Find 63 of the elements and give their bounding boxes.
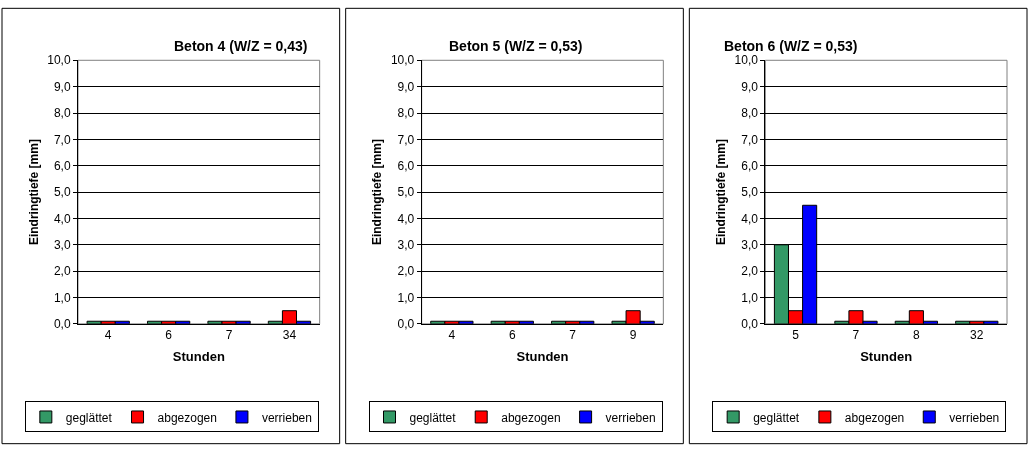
x-axis-title: Stunden bbox=[172, 348, 225, 364]
y-tick-label: 1,0 bbox=[397, 290, 415, 305]
x-tick-label: 4 bbox=[448, 328, 456, 343]
legend-label: verrieben bbox=[605, 410, 656, 425]
x-tick-label: 7 bbox=[569, 328, 577, 343]
y-tick-label: 9,0 bbox=[53, 79, 71, 94]
y-tick-label: 8,0 bbox=[741, 106, 759, 121]
y-tick-label: 7,0 bbox=[53, 132, 71, 147]
text: geglättet bbox=[753, 410, 800, 425]
y-tick-label: 10,0 bbox=[390, 53, 415, 68]
x-tick-label: 7 bbox=[852, 328, 860, 343]
legend-label: abgezogen bbox=[844, 410, 905, 425]
y-tick-label: 3,0 bbox=[741, 238, 759, 252]
x-tick-label: 6 bbox=[508, 328, 516, 343]
y-tick-label: 10,0 bbox=[47, 53, 71, 68]
y-tick-label: 4,0 bbox=[397, 211, 415, 226]
y-tick-label: 0,0 bbox=[397, 317, 415, 332]
chart-title: Beton 6 (W/Z = 0,53) bbox=[724, 38, 858, 54]
legend-label: abgezogen bbox=[501, 410, 561, 425]
y-tick-label: 9,0 bbox=[397, 79, 415, 94]
x-tick-label: 9 bbox=[629, 328, 637, 343]
y-tick-label: 1,0 bbox=[741, 290, 759, 305]
x-tick-label: 32 bbox=[970, 328, 984, 343]
x-tick-label: 8 bbox=[913, 328, 921, 343]
y-tick-label: 9,0 bbox=[741, 79, 759, 94]
y-tick-label: 6,0 bbox=[397, 158, 415, 173]
y-tick-label: 0,0 bbox=[53, 317, 71, 332]
y-tick-label: 6,0 bbox=[741, 158, 759, 173]
y-axis-title: Eindringtiefe [mm] bbox=[370, 139, 385, 246]
y-tick-label: 7,0 bbox=[741, 132, 759, 147]
y-tick-label: 5,0 bbox=[397, 185, 415, 200]
x-tick-label: 7 bbox=[225, 328, 233, 343]
y-tick-label: 4,0 bbox=[741, 211, 759, 226]
x-tick-label: 34 bbox=[282, 328, 297, 343]
x-tick-label: 4 bbox=[104, 328, 112, 343]
y-tick-label: 10,0 bbox=[734, 53, 759, 68]
y-tick-label: 6,0 bbox=[53, 158, 71, 173]
chart-title: Beton 5 (W/Z = 0,53) bbox=[449, 38, 583, 54]
y-tick-label: 2,0 bbox=[53, 264, 71, 279]
y-axis-title: Eindringtiefe [mm] bbox=[713, 139, 728, 246]
legend-label: verrieben bbox=[949, 410, 1000, 425]
chart-title: Beton 4 (W/Z = 0,43) bbox=[174, 38, 308, 54]
x-tick-label: 5 bbox=[792, 328, 800, 343]
x-tick-label: 6 bbox=[165, 328, 173, 343]
y-tick-label: 1,0 bbox=[53, 290, 71, 305]
y-tick-label: 3,0 bbox=[397, 238, 415, 252]
y-axis-title: Eindringtiefe [mm] bbox=[26, 139, 41, 246]
x-axis-title: Stunden bbox=[516, 348, 569, 364]
legend-label: geglättet bbox=[65, 410, 113, 425]
y-tick-label: 7,0 bbox=[397, 132, 415, 147]
y-tick-label: 5,0 bbox=[741, 185, 759, 200]
text: geglättet bbox=[409, 410, 457, 425]
y-tick-label: 0,0 bbox=[741, 317, 759, 332]
y-tick-label: 4,0 bbox=[53, 211, 71, 226]
x-axis-title: Stunden bbox=[860, 348, 913, 364]
y-tick-label: 3,0 bbox=[53, 238, 71, 252]
legend-label: abgezogen bbox=[157, 410, 217, 425]
y-tick-label: 2,0 bbox=[397, 264, 415, 279]
y-tick-label: 5,0 bbox=[53, 185, 71, 200]
y-tick-label: 8,0 bbox=[53, 106, 71, 121]
y-tick-label: 2,0 bbox=[741, 264, 759, 279]
y-tick-label: 8,0 bbox=[397, 106, 415, 121]
legend-label: verrieben bbox=[261, 410, 312, 425]
